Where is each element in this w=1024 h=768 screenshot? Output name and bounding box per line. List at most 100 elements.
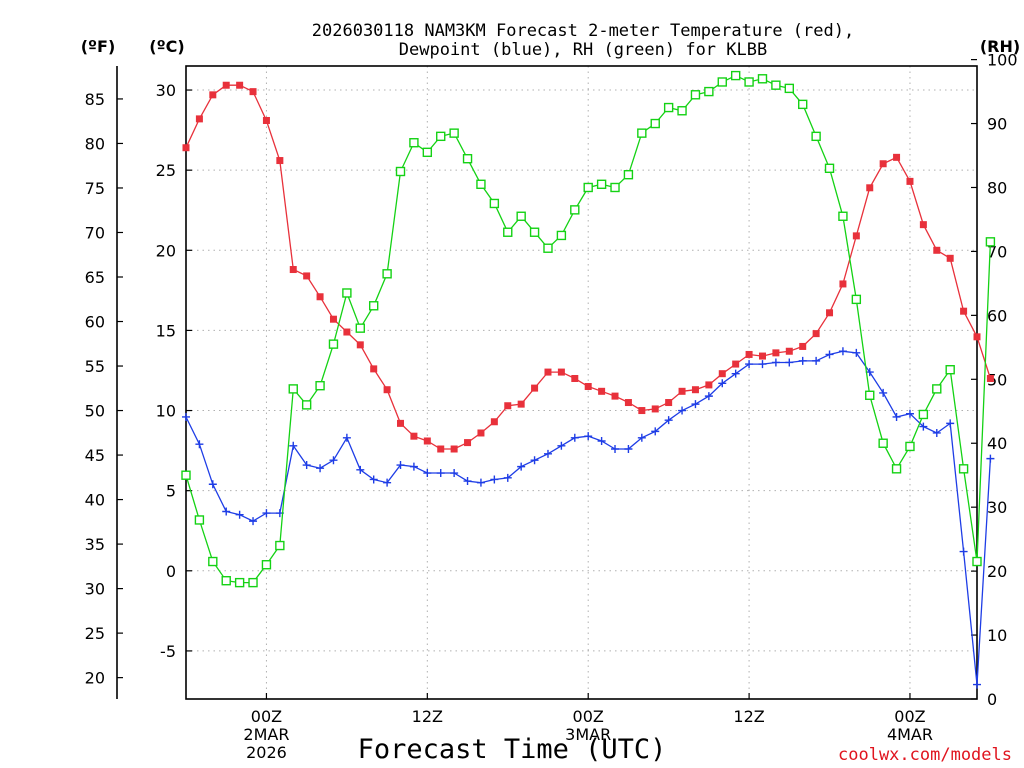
temperature-point [866, 184, 874, 192]
fahrenheit-tick-label: 30 [85, 580, 105, 599]
temperature-point [343, 328, 351, 336]
celsius-tick-label: 20 [156, 241, 176, 260]
rh-point [596, 179, 607, 189]
celsius-axis: -5 0 5 10 15 20 25 30 [156, 81, 192, 661]
rh-point [798, 99, 808, 110]
temperature-point [356, 341, 364, 349]
temperature-point [745, 350, 753, 358]
dewpoint-point [235, 510, 244, 519]
temperature-point [785, 347, 793, 355]
dewpoint-point [490, 475, 499, 484]
temperature-point [236, 81, 244, 89]
dewpoint-point [973, 680, 981, 689]
fahrenheit-tick-label: 45 [85, 446, 105, 465]
rh-point [958, 464, 969, 474]
rh-point [194, 515, 205, 525]
time-tick-label: 00Z [894, 707, 925, 726]
dewpoint-point [691, 400, 700, 409]
rh-point [529, 227, 540, 237]
temperature-point [477, 429, 485, 437]
temperature-point [624, 399, 632, 407]
rh-point [905, 441, 915, 452]
dewpoint-point [316, 464, 325, 473]
dewpoint-point [423, 469, 432, 478]
rh-tick-label: 80 [987, 178, 1007, 197]
celsius-tick-label: 0 [166, 562, 176, 581]
fahrenheit-axis: 20 25 30 35 40 45 50 55 60 65 70 75 80 85 [85, 90, 123, 688]
rh-point [275, 540, 285, 551]
rh-point [462, 154, 473, 164]
dewpoint-point [825, 350, 834, 359]
rh-point [395, 166, 406, 177]
rh-point [784, 83, 795, 94]
temperature-point [758, 352, 766, 360]
temperature-point [464, 439, 472, 447]
rh-point [717, 77, 727, 87]
temperature-point [678, 387, 686, 395]
celsius-tick-label: -5 [160, 642, 176, 661]
rh-point [449, 128, 459, 138]
temperature-point [973, 333, 981, 341]
rh-point [730, 70, 741, 81]
fahrenheit-tick-label: 20 [85, 669, 105, 688]
dewpoint-point [249, 517, 258, 526]
rh-point [690, 90, 701, 100]
rh-tick-label: 90 [987, 115, 1007, 134]
rh-tick-label: 30 [987, 498, 1007, 517]
temperature-point [772, 349, 780, 357]
rh-point [771, 80, 781, 90]
celsius-tick-label: 30 [156, 81, 176, 100]
fahrenheit-tick-label: 75 [85, 179, 105, 198]
rh-point [261, 560, 272, 570]
temperature-point [986, 374, 994, 382]
rh-point [972, 556, 982, 567]
dewpoint-point [812, 356, 821, 365]
rh-point [610, 182, 620, 193]
rh-tick-label: 60 [987, 306, 1007, 325]
rh-point [248, 577, 258, 588]
dewpoint-point [838, 347, 847, 356]
temperature-point [303, 272, 311, 280]
dewpoint-point [396, 461, 405, 470]
dewpoint-point [946, 419, 955, 428]
rh-point [650, 118, 660, 129]
temperature-point [557, 368, 565, 376]
plot-frame [185, 65, 978, 700]
celsius-unit-label: (ºC) [149, 37, 184, 56]
temperature-point [799, 342, 807, 350]
dewpoint-point [771, 358, 780, 367]
rh-point [234, 577, 245, 588]
rh-point [838, 211, 848, 221]
temperature-point [383, 386, 391, 394]
dewpoint-point [356, 465, 365, 474]
temperature-point [182, 144, 190, 152]
temperature-point [531, 384, 539, 392]
fahrenheit-tick-label: 35 [85, 535, 105, 554]
dewpoint-point [503, 473, 512, 482]
rh-point [932, 384, 942, 394]
dewpoint-point [383, 478, 392, 487]
rh-point [342, 288, 352, 298]
temperature-point [665, 399, 673, 407]
dewpoint-point [342, 433, 351, 442]
temperature-point [370, 365, 378, 373]
dewpoint-point [664, 416, 673, 425]
rh-point [368, 301, 379, 311]
temperature-point [826, 309, 834, 317]
rh-point [677, 106, 687, 116]
series-temperature [182, 81, 994, 453]
dewpoint-point [543, 449, 552, 458]
celsius-tick-label: 15 [156, 321, 176, 340]
rh-point [516, 211, 526, 221]
temperature-point [517, 400, 525, 408]
dewpoint-point [959, 547, 968, 556]
temperature-point [571, 374, 579, 382]
dewpoint-point [530, 456, 539, 465]
rh-unit-label: (RH) [980, 37, 1020, 56]
dewpoint-point [302, 461, 311, 470]
rh-point [824, 163, 835, 174]
dewpoint-point [329, 456, 338, 465]
rh-point [918, 409, 929, 420]
time-tick-label: 00Z [573, 707, 604, 726]
